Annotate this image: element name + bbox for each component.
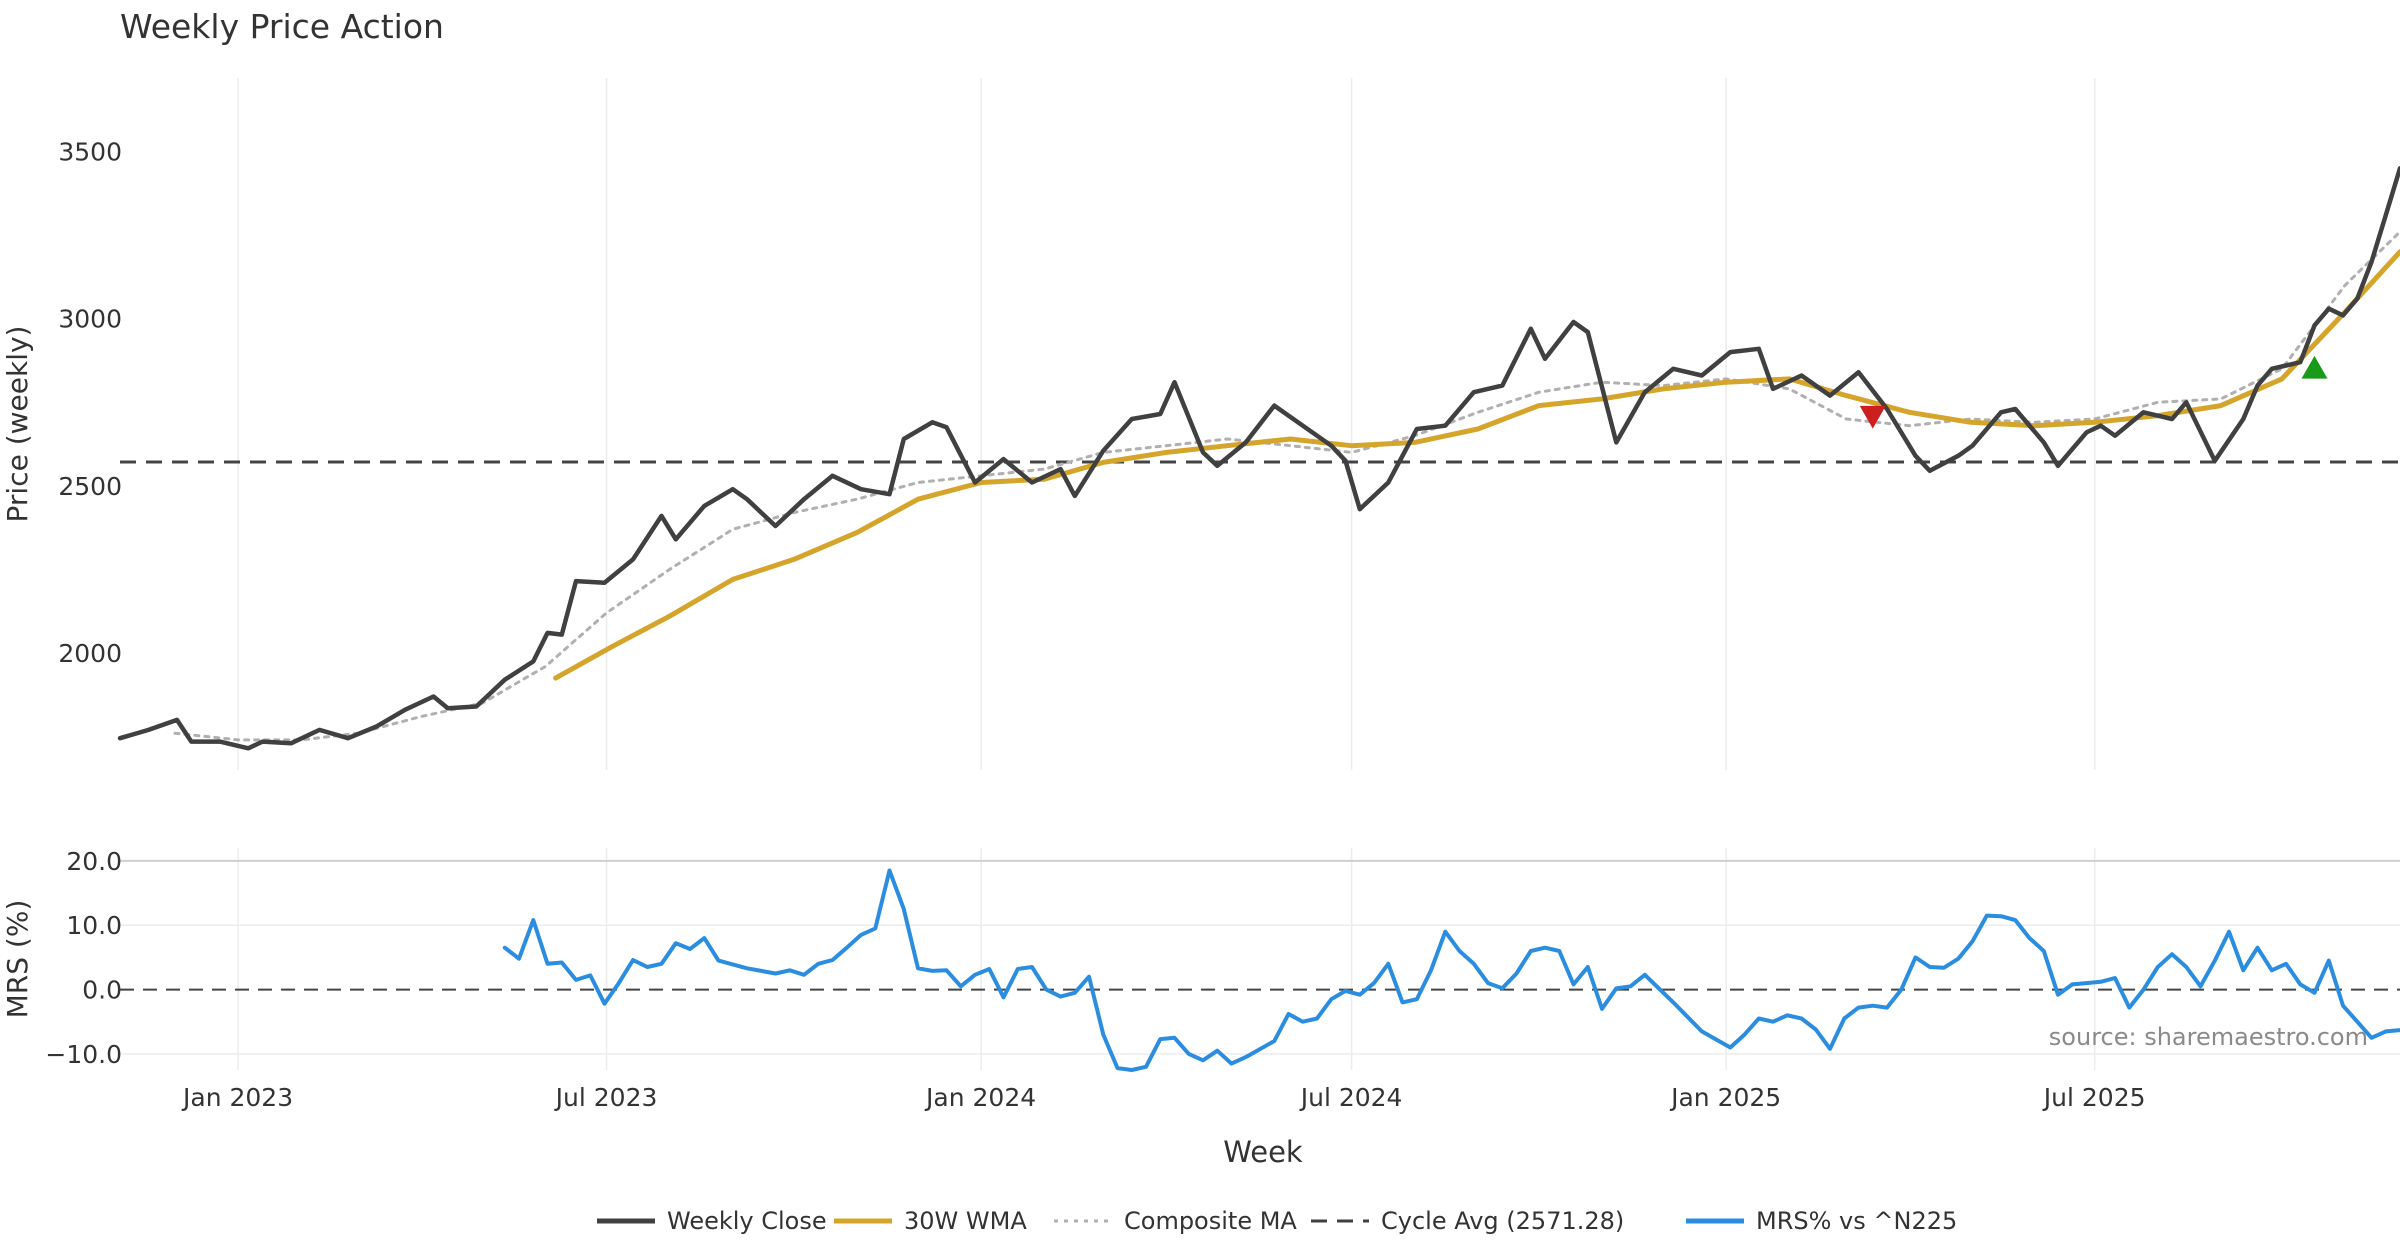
price-y-tick-label: 3500 [58, 138, 122, 167]
series-weekly-close [117, 166, 2400, 751]
sell-signal-marker [1859, 405, 1886, 429]
legend: Weekly Close 30W WMA Composite MA Cycle Avg… [597, 1207, 1957, 1235]
chart-title: Weekly Price Action [120, 7, 444, 46]
mrs-panel: −10.0 0.0 10.0 20.0 MRS (%) source: sharema… [1, 847, 2400, 1072]
series-mrs-line [502, 868, 2400, 1072]
mrs-y-tick-label: 10.0 [66, 911, 122, 940]
x-tick-label: Jul 2024 [1299, 1083, 1403, 1112]
x-tick-label: Jul 2025 [2042, 1083, 2146, 1112]
series-composite-ma [173, 230, 2400, 742]
x-tick-label: Jan 2024 [924, 1083, 1036, 1112]
price-y-axis-label: Price (weekly) [1, 326, 34, 523]
buy-signal-marker [2301, 355, 2328, 379]
legend-item: Cycle Avg (2571.28) [1311, 1207, 1624, 1235]
mrs-y-tick-label: −10.0 [45, 1040, 122, 1069]
legend-item: Weekly Close [597, 1207, 827, 1235]
price-y-tick-label: 2000 [58, 639, 122, 668]
legend-label: 30W WMA [904, 1207, 1027, 1235]
x-axis-label: Week [1223, 1135, 1303, 1169]
x-tick-label: Jul 2023 [554, 1083, 658, 1112]
legend-label: Composite MA [1124, 1207, 1297, 1235]
mrs-y-tick-label: 0.0 [82, 976, 122, 1005]
legend-label: Cycle Avg (2571.28) [1381, 1207, 1624, 1235]
legend-label: Weekly Close [667, 1207, 827, 1235]
legend-item: Composite MA [1054, 1207, 1297, 1235]
mrs-y-axis-label: MRS (%) [1, 900, 34, 1019]
source-note: source: sharemaestro.com [2049, 1023, 2368, 1051]
price-y-tick-label: 3000 [58, 305, 122, 334]
price-panel: 2000 2500 3000 3500 Price (weekly) [1, 78, 2400, 770]
x-tick-label: Jan 2025 [1669, 1083, 1781, 1112]
series-30w-wma [553, 249, 2400, 681]
price-y-tick-label: 2500 [58, 472, 122, 501]
legend-item: MRS% vs ^N225 [1686, 1207, 1957, 1235]
legend-item: 30W WMA [834, 1207, 1027, 1235]
x-tick-label: Jan 2023 [181, 1083, 293, 1112]
mrs-y-tick-label: 20.0 [66, 847, 122, 876]
legend-label: MRS% vs ^N225 [1756, 1207, 1957, 1235]
